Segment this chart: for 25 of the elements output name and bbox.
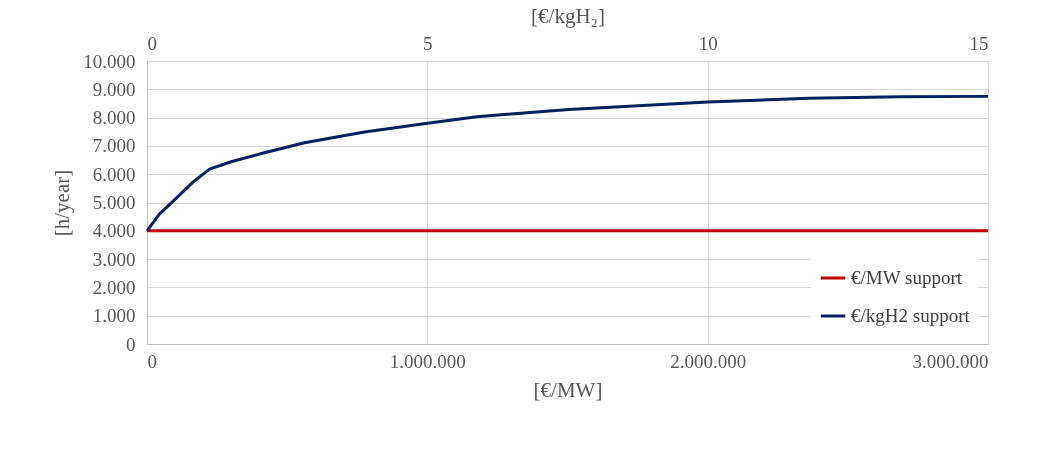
y-tick-label: 10.000 [83, 50, 136, 72]
y-tick-label: 2.000 [92, 276, 136, 298]
y-tick-label: 6.000 [92, 163, 136, 185]
legend-label: €/kgH2 support [851, 305, 971, 326]
y-tick-label: 4.000 [92, 220, 136, 242]
x2-tick-label: 5 [423, 32, 433, 54]
x2-axis-title: [€/kgH₂] [531, 3, 605, 28]
y-tick-label: 5.000 [92, 192, 136, 213]
x-tick-label: 1.000.000 [389, 350, 466, 372]
x-axis-title: [€/MW] [533, 377, 603, 402]
y-axis-title: [h/year] [50, 169, 75, 237]
x-tick-label: 3.000.000 [912, 350, 989, 372]
y-tick-label: 3.000 [92, 248, 136, 270]
y-tick-label: 9.000 [92, 78, 136, 100]
x-tick-label: 0 [147, 350, 157, 372]
x2-tick-label: 15 [969, 32, 989, 54]
x2-tick-label: 0 [147, 32, 157, 54]
line-series [145, 94, 990, 233]
x-tick-label: 2.000.000 [670, 350, 747, 372]
legend-label: €/MW support [851, 267, 963, 288]
y-tick-label: 0 [126, 333, 136, 355]
y-tick-label: 1.000 [92, 305, 136, 327]
y-tick-label: 7.000 [92, 135, 136, 157]
x2-tick-label: 10 [698, 32, 718, 54]
y-tick-label: 8.000 [92, 107, 136, 129]
